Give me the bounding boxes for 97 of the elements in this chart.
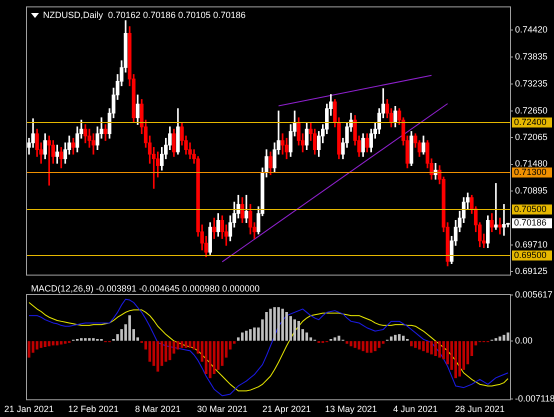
x-tick-label: 8 Mar 2021 [135,404,181,414]
bar [454,341,457,378]
bar [88,338,91,341]
bar [390,336,393,341]
bar [253,328,256,341]
bar [498,336,502,341]
bar [176,341,180,350]
bar [378,341,381,348]
chart-title: NZDUSD,Daily 0.70162 0.70186 0.70105 0.70186 [43,10,246,20]
bar [241,332,244,341]
ref-line-label: 0.71300 [514,166,547,177]
ref-line-label: 0.72400 [514,116,547,127]
bar [414,341,417,348]
bar [338,336,340,341]
bar [180,341,184,348]
bar [398,334,401,341]
y-tick-label: 0.00 [515,335,533,346]
text: 0.70186 [514,218,547,228]
bar [285,312,288,341]
ref-line-label: 0.70500 [514,204,547,214]
x-tick-label: 30 Mar 2021 [196,404,248,414]
bar [281,308,284,341]
bar [277,307,280,341]
bar [92,338,95,341]
bar [410,341,413,346]
bar [192,341,196,350]
bar [434,341,437,356]
bar [164,341,168,362]
bar [305,332,308,341]
bar [366,341,368,353]
bar [402,336,405,341]
bar [394,334,397,341]
bar [293,319,296,341]
x-tick-label: 28 Jun 2021 [455,404,505,414]
bar [216,341,220,370]
bar [80,338,83,341]
bar [354,341,356,348]
bar [374,341,376,352]
bar [40,341,42,348]
bar [44,341,46,348]
y-tick-label: -0.007118 [515,394,554,404]
bar [418,341,421,350]
bar [204,341,208,374]
bar [438,341,441,358]
bar [184,341,188,348]
bar [84,338,87,341]
y-tick-label: 0.74420 [515,24,548,35]
bar [245,330,248,341]
bar [350,341,352,346]
bar [36,341,38,350]
bar [208,341,212,378]
y-tick-label: 0.70895 [515,185,548,196]
bar [212,341,216,374]
bar [48,341,50,346]
bar [128,315,131,341]
x-tick-label: 21 Apr 2021 [262,404,311,414]
bar [269,308,272,341]
bar [28,341,30,358]
bar [334,337,336,341]
y-tick-label: 0.69125 [515,266,548,276]
bar [502,334,506,341]
y-tick-label: 0.005617 [515,289,553,300]
y-tick-label: 0.73235 [515,78,548,89]
y-tick-label: 0.72650 [515,105,548,116]
ref-line-label: 0.69500 [514,250,547,260]
x-tick-label: 4 Jun 2021 [393,404,438,414]
bar [265,312,268,341]
bar [168,341,172,360]
bar [273,307,276,341]
chart-title: MACD(12,26,9) -0.003891 -0.004645 0.000980 0.000000 [31,283,260,294]
bar [220,341,224,366]
y-tick-label: 0.72065 [515,132,548,142]
bar [297,320,300,341]
bar [362,341,364,352]
bar [52,341,54,346]
x-tick-label: 12 Feb 2021 [68,404,119,414]
bar [370,341,372,353]
y-tick-label: 0.69710 [515,239,548,250]
bar [358,341,360,350]
bar [458,341,462,376]
y-tick-label: 0.73835 [515,51,548,62]
y-tick-label: 0.71480 [515,158,548,169]
bar [188,341,192,348]
bar [56,341,59,346]
bar [346,341,348,344]
bar [506,332,510,341]
bar [430,341,433,354]
bar [426,341,429,353]
bar [249,329,252,341]
bar [156,341,160,372]
x-tick-label: 13 May 2021 [324,404,378,414]
bar [289,316,292,341]
bar [148,341,152,362]
bar [60,341,63,345]
bar [494,338,498,341]
x-tick-label: 21 Jan 2021 [4,404,54,414]
bar [422,341,425,352]
